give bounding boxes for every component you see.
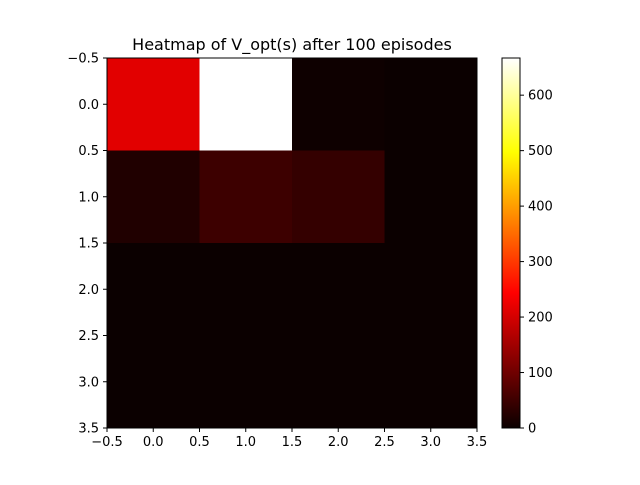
heatmap-cell-r3-c1 [199,335,292,428]
heatmap-cell-r2-c1 [199,243,292,336]
colorbar-frame [501,57,521,429]
heatmap-cell-r1-c1 [199,150,292,243]
y-axis: −0.5 0.0 0.5 1.0 1.5 2.0 2.5 3.0 3.5 [67,52,107,437]
heatmap-cell-r3-c2 [292,335,385,428]
x-tick-label: 1.0 [235,435,256,450]
heatmap-cell-r1-c3 [384,150,477,243]
colorbar-tick-label: 200 [528,311,553,326]
heatmap-cell-r2-c3 [384,243,477,336]
heatmap-cell-r0-c1 [199,58,292,151]
y-tick-label: 0.5 [78,144,99,159]
y-tick-label: 1.0 [78,190,99,205]
heatmap-cells [107,58,477,428]
colorbar: 0 100 200 300 400 500 600 [501,57,553,437]
x-tick-label: 3.5 [467,435,488,450]
x-tick-label: −0.5 [91,435,123,450]
x-tick-label: 3.0 [420,435,441,450]
colorbar-tick-label: 0 [528,422,536,437]
y-tick-label: 0.0 [78,98,99,113]
x-axis: −0.5 0.0 0.5 1.0 1.5 2.0 2.5 3.0 3.5 [91,428,487,450]
colorbar-tick-label: 600 [528,89,553,104]
colorbar-gradient [502,58,520,428]
y-tick-label: 3.5 [78,422,99,437]
colorbar-tick-label: 100 [528,366,553,381]
chart-title: Heatmap of V_opt(s) after 100 episodes [132,35,452,55]
heatmap-cell-r0-c3 [384,58,477,151]
colorbar-tick-label: 500 [528,144,553,159]
colorbar-tick-label: 400 [528,200,553,215]
heatmap-cell-r1-c2 [292,150,385,243]
colorbar-tick-label: 300 [528,255,553,270]
y-tick-label: 2.0 [78,283,99,298]
x-tick-label: 1.5 [282,435,303,450]
heatmap-cell-r2-c0 [107,243,200,336]
x-tick-label: 2.5 [374,435,395,450]
heatmap-cell-r1-c0 [107,150,200,243]
x-tick-label: 0.0 [143,435,164,450]
x-tick-label: 2.0 [328,435,349,450]
y-tick-label: 2.5 [78,329,99,344]
y-tick-label: −0.5 [67,52,99,67]
colorbar-ticks: 0 100 200 300 400 500 600 [520,89,553,437]
y-tick-label: 1.5 [78,237,99,252]
x-tick-label: 0.5 [189,435,210,450]
heatmap-cell-r3-c0 [107,335,200,428]
heatmap-cell-r2-c2 [292,243,385,336]
y-tick-label: 3.0 [78,375,99,390]
heatmap-cell-r0-c0 [107,58,200,151]
heatmap-cell-r0-c2 [292,58,385,151]
heatmap-cell-r3-c3 [384,335,477,428]
